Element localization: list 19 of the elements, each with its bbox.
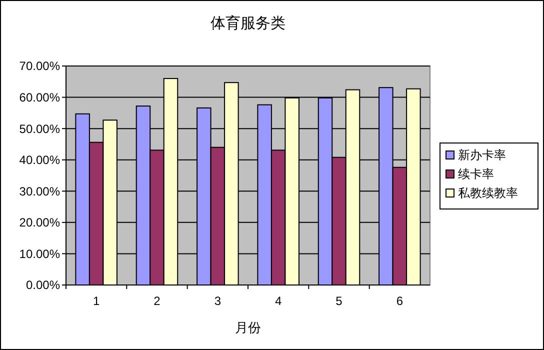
y-tick-label: 10.00% bbox=[19, 246, 60, 261]
legend-label: 私教续教率 bbox=[458, 186, 518, 200]
x-axis-title: 月份 bbox=[235, 320, 261, 335]
y-tick-label: 70.00% bbox=[19, 59, 60, 74]
y-tick-label: 60.00% bbox=[19, 90, 60, 104]
legend-label: 新办卡率 bbox=[458, 148, 506, 162]
x-tick-label: 1 bbox=[92, 294, 100, 308]
x-tick-label: 4 bbox=[274, 294, 282, 308]
y-tick-label: 30.00% bbox=[19, 184, 60, 198]
x-tick-label: 2 bbox=[154, 294, 161, 308]
y-tick-label: 50.00% bbox=[19, 122, 60, 136]
chart-title: 体育服务类 bbox=[210, 15, 286, 32]
y-tick-label: 40.00% bbox=[19, 153, 60, 168]
x-tick-label: 6 bbox=[396, 294, 404, 308]
x-tick-label: 3 bbox=[214, 294, 222, 308]
y-tick-label: 0.00% bbox=[26, 278, 60, 292]
y-tick-label: 20.00% bbox=[19, 216, 60, 230]
x-tick-label: 5 bbox=[336, 294, 343, 308]
legend-label: 续卡率 bbox=[458, 167, 494, 182]
